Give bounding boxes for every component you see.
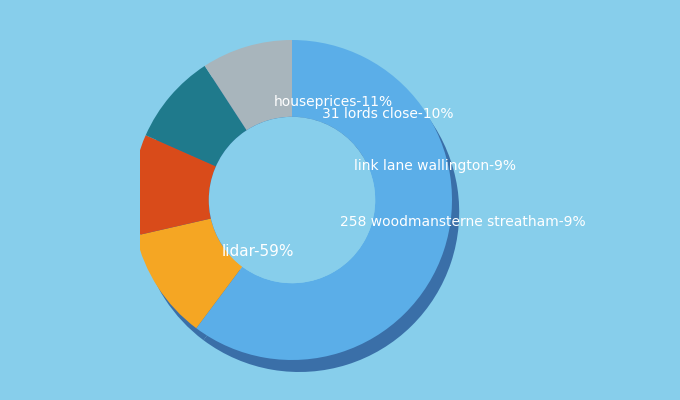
Wedge shape [139,147,223,248]
Text: lidar-59%: lidar-59% [222,244,294,260]
Wedge shape [212,52,299,142]
Wedge shape [197,40,452,360]
Text: houseprices-11%: houseprices-11% [274,95,393,109]
Circle shape [217,130,381,294]
Text: link lane wallington-9%: link lane wallington-9% [354,159,516,173]
Wedge shape [203,52,459,372]
Wedge shape [153,78,254,178]
Wedge shape [132,135,216,236]
Wedge shape [143,230,250,340]
Wedge shape [146,66,247,166]
Text: 31 lords close-10%: 31 lords close-10% [322,107,454,121]
Wedge shape [205,40,292,130]
Wedge shape [136,218,242,328]
Text: 258 woodmansterne streatham-9%: 258 woodmansterne streatham-9% [340,215,585,229]
Circle shape [209,117,375,283]
